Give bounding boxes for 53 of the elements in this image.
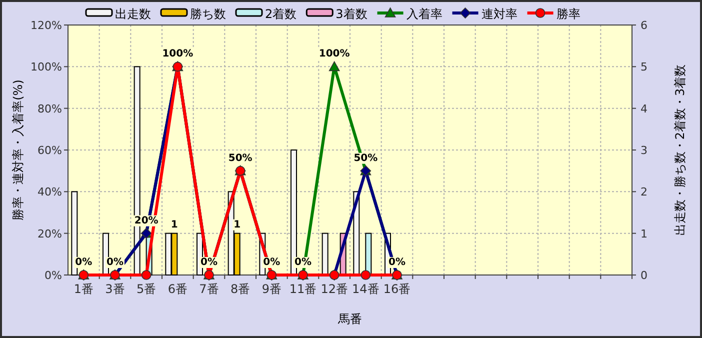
y-tick-label: 20%: [38, 227, 62, 240]
legend-label: 勝率: [556, 7, 580, 21]
legend-label: 連対率: [481, 7, 518, 21]
y2-tick-label: 6: [640, 19, 648, 32]
x-tick-label: 14番: [352, 282, 380, 296]
x-tick-label: 11番: [289, 282, 317, 296]
legend-label: 入着率: [406, 7, 442, 21]
y-axis-title: 勝率・連対率・入着率(%): [11, 80, 25, 220]
y2-tick-label: 5: [640, 60, 648, 74]
data-label: 1: [234, 219, 241, 230]
data-label: 1: [170, 219, 178, 230]
data-label: 0%: [294, 257, 312, 268]
data-label: 0%: [106, 257, 124, 268]
data-label: 0%: [200, 257, 218, 268]
data-label: 100%: [162, 48, 194, 60]
data-label: 100%: [318, 48, 350, 60]
y2-tick-label: 0: [640, 269, 648, 282]
bar: [365, 232, 372, 276]
data-label: 50%: [228, 152, 252, 164]
y2-tick-label: 1: [640, 227, 648, 240]
x-tick-label: 1番: [74, 282, 94, 296]
data-label: 20%: [134, 215, 158, 226]
legend-label: 2着数: [265, 7, 297, 21]
point: [141, 270, 152, 280]
y-tick-label: 60%: [38, 144, 62, 157]
y-tick-label: 0%: [44, 269, 62, 282]
legend-label: 3着数: [336, 7, 368, 21]
y-tick-label: 100%: [30, 60, 62, 74]
data-label: 0%: [388, 257, 406, 268]
legend-label: 勝ち数: [190, 7, 226, 21]
x-tick-label: 6番: [168, 282, 188, 296]
bar: [322, 232, 328, 276]
x-tick-label: 5番: [136, 282, 156, 296]
data-label: 0%: [75, 257, 92, 268]
x-tick-label: 9番: [262, 282, 282, 296]
x-tick-label: 16番: [383, 282, 411, 296]
x-tick-label: 12番: [320, 282, 348, 296]
y2-axis-title: 出走数・勝ち数・2着数・3着数: [673, 64, 687, 236]
point: [328, 61, 340, 72]
x-tick-label: 8番: [230, 282, 250, 296]
y2-tick-label: 3: [640, 144, 648, 157]
x-tick-label: 3番: [105, 282, 125, 296]
y2-tick-label: 2: [640, 186, 648, 199]
legend-label: 出走数: [115, 7, 151, 21]
y2-tick-label: 4: [640, 102, 648, 116]
data-label: 0%: [263, 257, 280, 268]
data-label: 50%: [354, 152, 378, 164]
y-tick-label: 40%: [38, 186, 62, 199]
y-tick-label: 80%: [38, 102, 62, 116]
x-tick-label: 7番: [199, 282, 219, 296]
x-axis-title: 馬番: [337, 312, 362, 326]
y-tick-label: 120%: [30, 19, 62, 32]
point: [360, 270, 371, 280]
